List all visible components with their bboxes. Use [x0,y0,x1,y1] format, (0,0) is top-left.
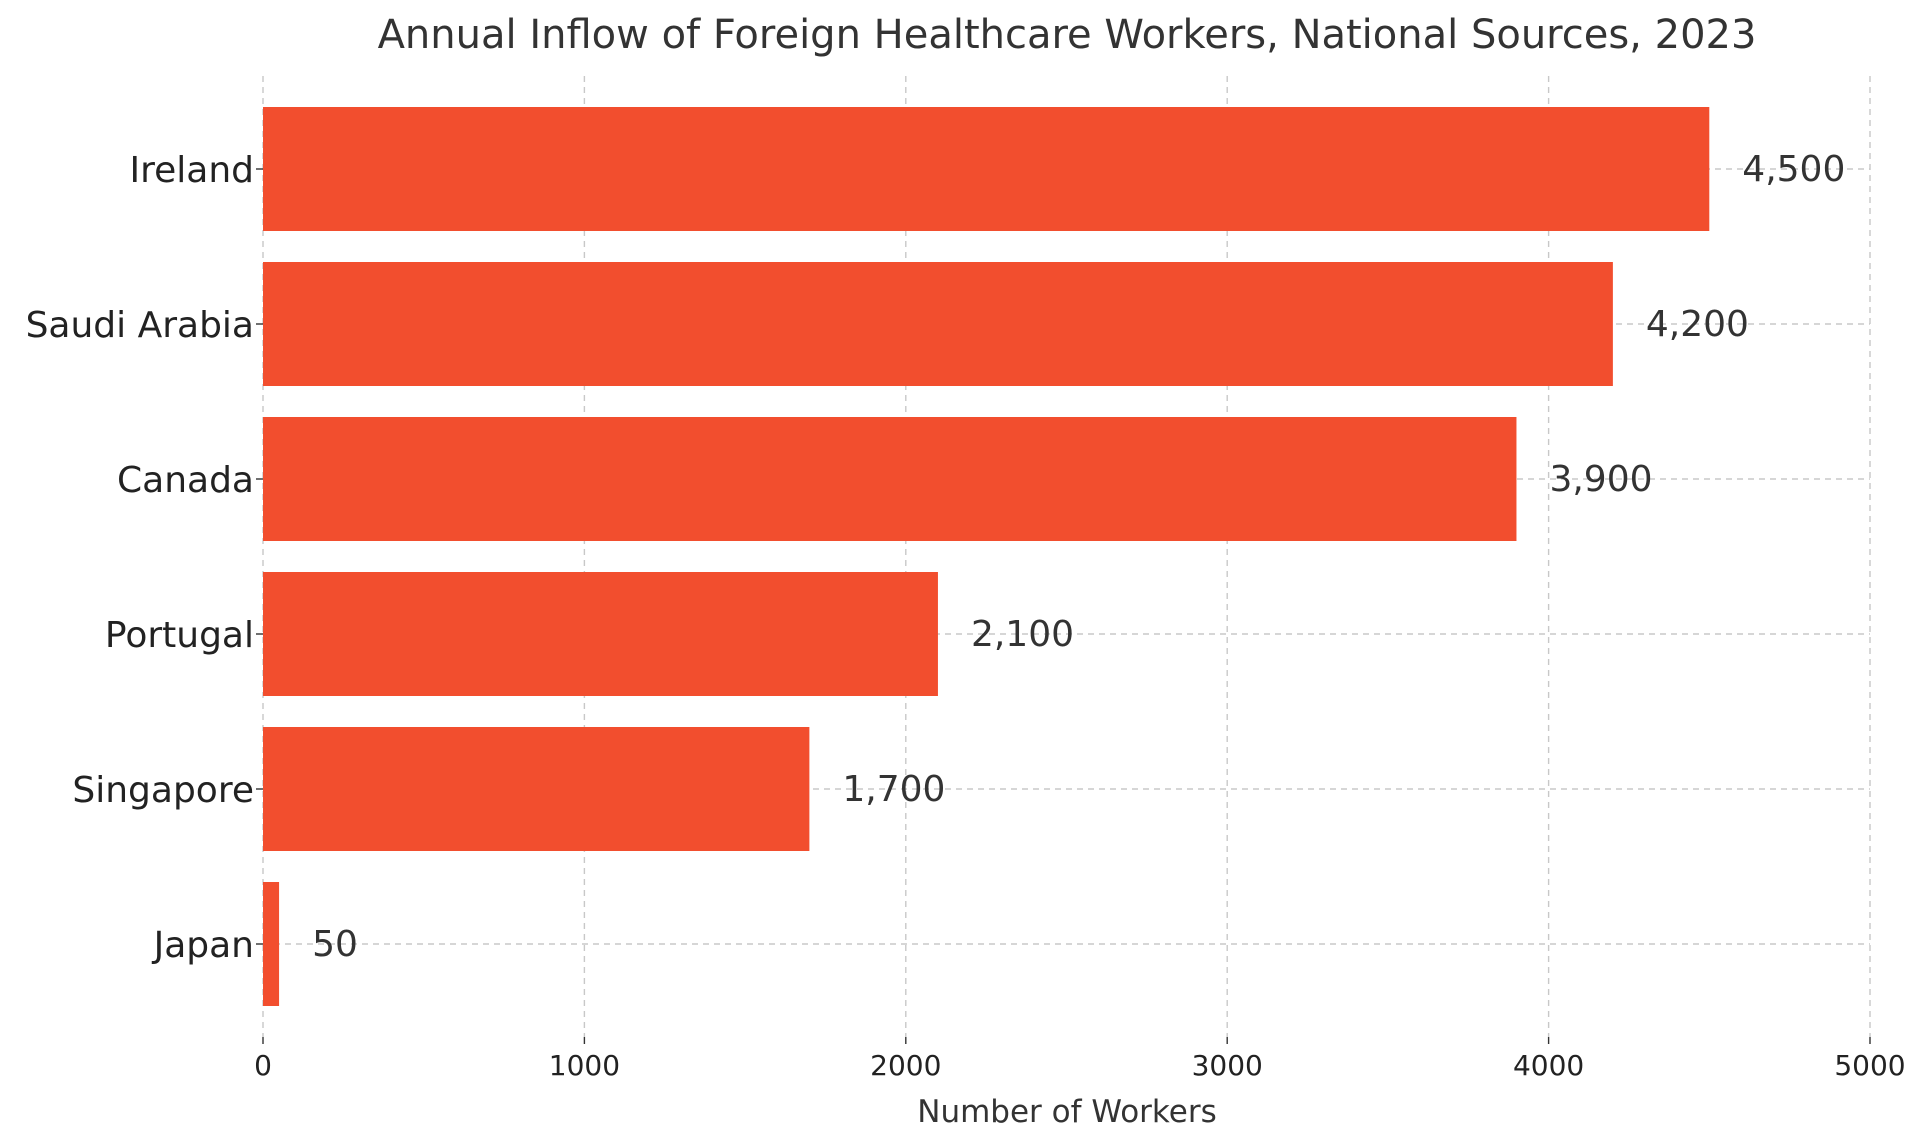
value-label: 2,100 [971,614,1074,655]
x-tick-label: 2000 [870,1049,941,1082]
bar [263,262,1613,386]
value-label: 3,900 [1549,459,1652,500]
category-label: Saudi Arabia [26,305,254,346]
x-tick-label: 5000 [1834,1049,1905,1082]
x-tick-label: 4000 [1513,1049,1584,1082]
value-label: 4,200 [1646,304,1749,345]
value-labels: 4,500 4,200 3,900 2,100 1,700 50 [312,149,1845,965]
category-label: Singapore [72,770,254,811]
category-label: Portugal [105,615,254,656]
bar [263,417,1517,541]
value-label: 50 [312,924,358,965]
x-tick-label: 0 [254,1049,272,1082]
x-tick-label: 1000 [549,1049,620,1082]
value-label: 4,500 [1742,149,1845,190]
category-labels: Ireland Saudi Arabia Canada Portugal Singapo… [26,150,263,966]
x-tick-label: 3000 [1192,1049,1263,1082]
bar [263,572,938,696]
value-label: 1,700 [842,769,945,810]
bar [263,882,280,1006]
category-label: Japan [152,925,254,966]
bar [263,727,810,851]
bars [263,107,1710,1006]
category-label: Ireland [129,150,254,191]
bar [263,107,1710,231]
x-axis-ticks: 0 1000 2000 3000 4000 5000 [254,1037,1906,1082]
x-axis-label: Number of Workers [917,1094,1216,1130]
chart-title: Annual Inflow of Foreign Healthcare Work… [378,12,1757,58]
category-label: Canada [117,460,254,501]
